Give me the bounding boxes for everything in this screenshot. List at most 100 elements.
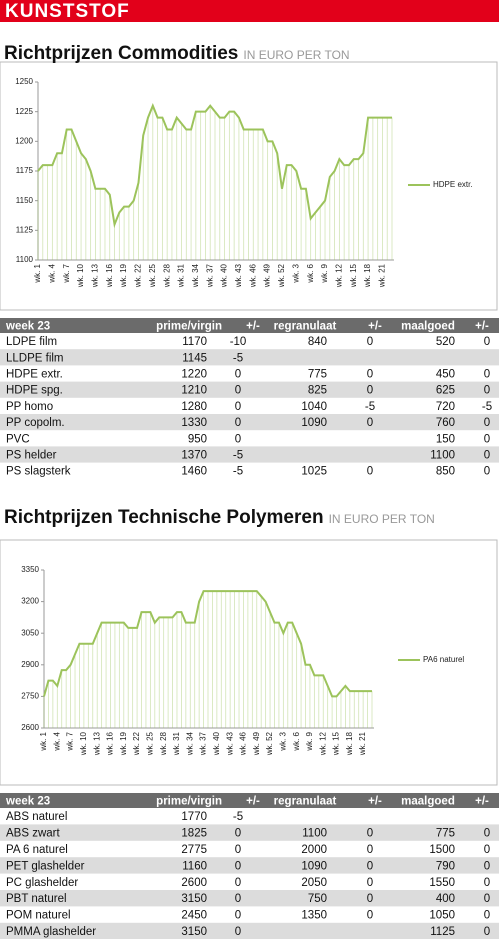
cell-value: 0 bbox=[484, 860, 490, 872]
cell-value: 775 bbox=[308, 369, 327, 381]
cell-value: 0 bbox=[484, 450, 490, 462]
cell-value: 0 bbox=[235, 910, 241, 922]
cell-value: 1550 bbox=[429, 877, 455, 889]
x-tick-label: wk. 13 bbox=[91, 263, 100, 288]
column-header: week 23 bbox=[5, 321, 50, 333]
cell-value: 0 bbox=[484, 369, 490, 381]
cell-value: 1090 bbox=[301, 860, 327, 872]
cell-value: -5 bbox=[233, 450, 243, 462]
row-label: HDPE extr. bbox=[6, 369, 63, 381]
x-tick-label: wk. 18 bbox=[345, 731, 354, 756]
cell-value: 0 bbox=[367, 828, 373, 840]
x-tick-label: wk. 28 bbox=[159, 731, 168, 756]
cell-value: 1370 bbox=[181, 450, 207, 462]
column-header: prime/virgin bbox=[156, 321, 222, 333]
x-tick-label: wk. 15 bbox=[349, 263, 358, 288]
table-header-bg bbox=[0, 793, 499, 808]
x-tick-label: wk. 3 bbox=[291, 263, 300, 283]
row-label: LDPE film bbox=[6, 336, 57, 348]
cell-value: 1460 bbox=[181, 466, 207, 478]
cell-value: -5 bbox=[482, 401, 492, 413]
cell-value: 0 bbox=[484, 910, 490, 922]
x-tick-label: wk. 37 bbox=[199, 731, 208, 756]
cell-value: 0 bbox=[484, 385, 490, 397]
cell-value: 1500 bbox=[429, 844, 455, 856]
cell-value: 1145 bbox=[182, 352, 207, 364]
row-label: POM naturel bbox=[6, 910, 71, 922]
unit-label: IN EURO PER TON bbox=[329, 512, 435, 526]
y-tick-label: 3350 bbox=[21, 565, 39, 574]
x-tick-label: wk. 46 bbox=[239, 731, 248, 756]
cell-value: 0 bbox=[367, 336, 373, 348]
row-label: PMMA glashelder bbox=[6, 926, 96, 938]
x-tick-label: wk. 22 bbox=[134, 263, 143, 288]
cell-value: 0 bbox=[484, 926, 490, 938]
row-stripe bbox=[0, 349, 499, 366]
column-header: +/- bbox=[475, 796, 489, 808]
x-tick-label: wk. 49 bbox=[263, 263, 272, 288]
series-line bbox=[37, 103, 392, 229]
x-tick-label: wk. 40 bbox=[220, 263, 229, 288]
x-tick-label: wk. 22 bbox=[132, 731, 141, 756]
cell-value: 0 bbox=[367, 844, 373, 856]
cell-value: 0 bbox=[484, 433, 490, 445]
cell-value: 1280 bbox=[181, 401, 207, 413]
row-stripe bbox=[0, 381, 499, 398]
cell-value: 0 bbox=[367, 910, 373, 922]
cell-value: 0 bbox=[367, 466, 373, 478]
row-label: PBT naturel bbox=[6, 893, 67, 905]
column-header: +/- bbox=[475, 321, 489, 333]
unit-label: IN EURO PER TON bbox=[243, 48, 349, 62]
column-header: +/- bbox=[246, 796, 260, 808]
cell-value: 450 bbox=[436, 369, 455, 381]
cell-value: 1040 bbox=[301, 401, 327, 413]
row-label: PS helder bbox=[6, 450, 57, 462]
x-tick-label: wk. 16 bbox=[106, 731, 115, 756]
cell-value: 720 bbox=[436, 401, 455, 413]
cell-value: 1770 bbox=[181, 811, 207, 823]
row-stripe bbox=[0, 414, 499, 431]
cell-value: 840 bbox=[308, 336, 327, 348]
x-tick-label: wk. 21 bbox=[358, 731, 367, 756]
cell-value: 0 bbox=[235, 860, 241, 872]
cell-value: 0 bbox=[367, 893, 373, 905]
x-tick-label: wk. 6 bbox=[292, 731, 301, 751]
cell-value: 0 bbox=[367, 369, 373, 381]
x-tick-label: wk. 4 bbox=[47, 263, 56, 283]
cell-value: 0 bbox=[484, 877, 490, 889]
row-stripe bbox=[0, 446, 499, 463]
cell-value: -5 bbox=[233, 811, 243, 823]
x-tick-label: wk. 4 bbox=[52, 731, 61, 751]
legend-label: PA6 naturel bbox=[423, 655, 464, 664]
cell-value: 0 bbox=[484, 893, 490, 905]
legend-label: HDPE extr. bbox=[433, 180, 473, 189]
y-tick-label: 1225 bbox=[15, 107, 33, 116]
column-header: maalgoed bbox=[401, 796, 455, 808]
row-label: PP homo bbox=[6, 401, 53, 413]
cell-value: 1100 bbox=[430, 450, 455, 462]
y-tick-label: 3050 bbox=[21, 628, 39, 637]
cell-value: 0 bbox=[235, 417, 241, 429]
y-tick-label: 1150 bbox=[16, 196, 34, 205]
y-tick-label: 1100 bbox=[16, 255, 34, 264]
row-stripe bbox=[0, 890, 499, 907]
y-tick-label: 2600 bbox=[21, 723, 39, 732]
cell-value: 2600 bbox=[181, 877, 207, 889]
x-tick-label: wk. 18 bbox=[363, 263, 372, 288]
cell-value: 520 bbox=[436, 336, 455, 348]
cell-value: 1170 bbox=[182, 336, 207, 348]
cell-value: 625 bbox=[436, 385, 455, 397]
cell-value: 950 bbox=[188, 433, 207, 445]
x-tick-label: wk. 19 bbox=[119, 731, 128, 756]
x-tick-label: wk. 10 bbox=[79, 731, 88, 756]
x-tick-label: wk. 52 bbox=[265, 731, 274, 756]
x-tick-label: wk. 49 bbox=[252, 731, 261, 756]
column-header: +/- bbox=[368, 796, 382, 808]
column-header: +/- bbox=[246, 321, 260, 333]
cell-value: 850 bbox=[436, 466, 455, 478]
cell-value: 1350 bbox=[301, 910, 327, 922]
x-tick-label: wk. 9 bbox=[305, 731, 314, 751]
cell-value: 0 bbox=[235, 877, 241, 889]
x-tick-label: wk. 3 bbox=[278, 731, 287, 751]
cell-value: 0 bbox=[484, 844, 490, 856]
